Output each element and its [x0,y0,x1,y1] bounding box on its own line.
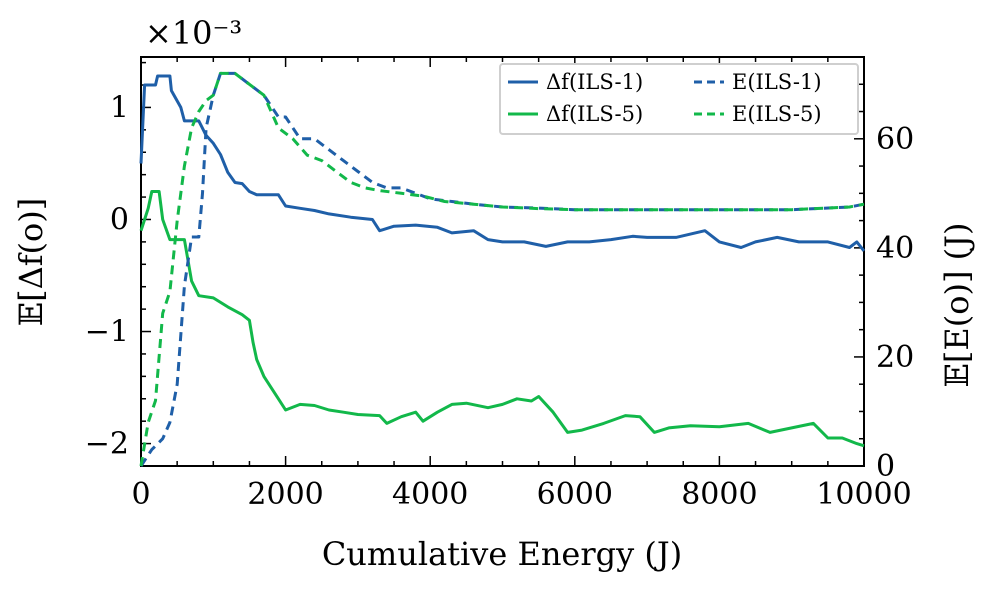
y-right-tick-label: 20 [876,340,914,375]
y-right-axis-label: 𝔼[E(o)] (J) [938,223,976,388]
legend-box [499,63,859,135]
legend-label-df-ils1: Δf(ILS-1) [546,70,643,94]
y-right-tick-label: 0 [876,449,895,484]
x-tick-label: 10000 [816,477,911,512]
x-tick-label: 0 [131,477,150,512]
y-right-tick-label: 40 [876,231,914,266]
line-delta-f-ils1 [139,74,866,252]
legend: Δf(ILS-1) Δf(ILS-5) E(ILS-1) E(ILS-5) [499,63,859,135]
x-tick-label: 8000 [681,477,757,512]
x-tick-label: 4000 [392,477,468,512]
y-left-axis-label: 𝔼[Δf(o)] [12,198,50,327]
legend-label-e-ils1: E(ILS-1) [732,70,822,94]
x-axis-label: Cumulative Energy (J) [322,535,682,573]
x-tick-label: 6000 [537,477,613,512]
legend-label-df-ils5: Δf(ILS-5) [546,102,643,126]
y-right-tick-label: 60 [876,122,914,157]
line-energy-ils5 [139,71,865,467]
x-tick-label: 2000 [247,477,323,512]
y-left-tick-label: −2 [85,427,129,462]
y-left-tick-label: −1 [85,315,129,350]
series-layer [139,71,866,467]
y-left-tick-label: 0 [110,202,129,237]
legend-label-e-ils5: E(ILS-5) [732,102,822,126]
y-left-tick-label: 1 [110,90,129,125]
left-axis-multiplier: ×10⁻³ [145,14,242,52]
line-delta-f-ils5 [139,190,865,448]
